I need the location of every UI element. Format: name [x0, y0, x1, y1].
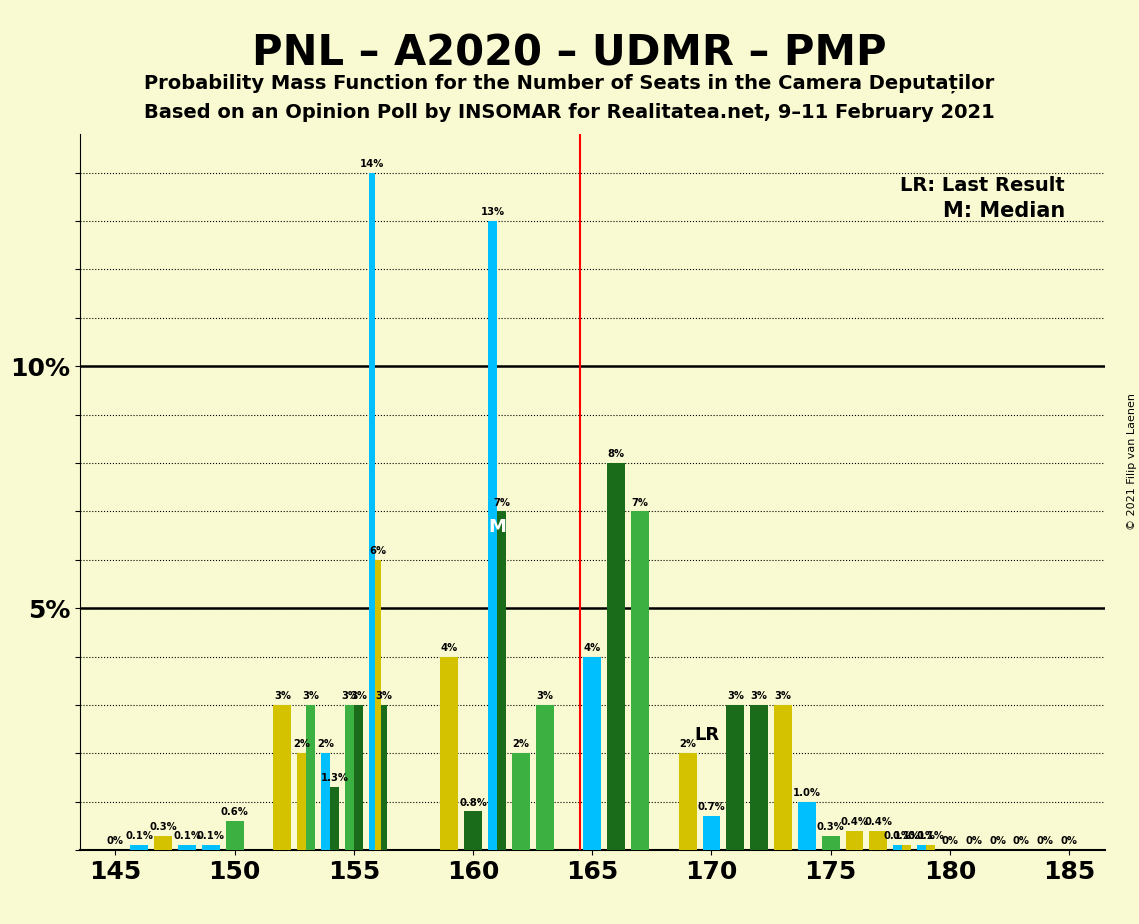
Text: 2%: 2%	[293, 739, 310, 749]
Bar	[306, 705, 316, 850]
Text: 6%: 6%	[369, 546, 386, 556]
Text: 0.7%: 0.7%	[697, 802, 726, 812]
Text: 8%: 8%	[607, 449, 624, 459]
Bar	[893, 845, 902, 850]
Text: 0.3%: 0.3%	[817, 821, 844, 832]
Bar	[631, 511, 649, 850]
Text: M: Median: M: Median	[943, 201, 1065, 222]
Bar	[130, 845, 148, 850]
Text: 2%: 2%	[513, 739, 530, 749]
Text: 0.1%: 0.1%	[197, 832, 224, 842]
Bar	[679, 753, 697, 850]
Bar	[607, 463, 625, 850]
Text: 3%: 3%	[273, 691, 290, 701]
Bar	[869, 831, 887, 850]
Bar	[297, 753, 306, 850]
Bar	[464, 811, 482, 850]
Bar	[775, 705, 792, 850]
Bar	[845, 831, 863, 850]
Text: 0.1%: 0.1%	[893, 832, 920, 842]
Text: 0%: 0%	[989, 836, 1006, 846]
Text: 3%: 3%	[341, 691, 358, 701]
Text: M: M	[487, 517, 506, 536]
Text: Probability Mass Function for the Number of Seats in the Camera Deputaților: Probability Mass Function for the Number…	[145, 74, 994, 93]
Text: 14%: 14%	[360, 159, 384, 169]
Bar	[441, 657, 458, 850]
Bar	[703, 816, 720, 850]
Text: 7%: 7%	[631, 497, 648, 507]
Bar	[535, 705, 554, 850]
Text: 0.1%: 0.1%	[917, 832, 944, 842]
Bar	[273, 705, 292, 850]
Bar	[751, 705, 768, 850]
Text: 13%: 13%	[481, 207, 505, 217]
Text: PNL – A2020 – UDMR – PMP: PNL – A2020 – UDMR – PMP	[252, 32, 887, 74]
Bar	[226, 821, 244, 850]
Text: 3%: 3%	[302, 691, 319, 701]
Bar	[375, 560, 380, 850]
Text: 0%: 0%	[1013, 836, 1030, 846]
Bar	[798, 802, 816, 850]
Text: 0.8%: 0.8%	[459, 797, 487, 808]
Text: 0.1%: 0.1%	[908, 832, 935, 842]
Bar	[727, 705, 744, 850]
Bar	[511, 753, 530, 850]
Bar	[369, 173, 375, 850]
Text: 1.3%: 1.3%	[320, 773, 349, 784]
Text: 0.4%: 0.4%	[865, 817, 892, 827]
Text: Based on an Opinion Poll by INSOMAR for Realitatea.net, 9–11 February 2021: Based on an Opinion Poll by INSOMAR for …	[145, 103, 994, 123]
Text: 0%: 0%	[965, 836, 982, 846]
Text: 2%: 2%	[679, 739, 696, 749]
Bar	[821, 835, 839, 850]
Bar	[926, 845, 935, 850]
Bar	[917, 845, 926, 850]
Text: 3%: 3%	[727, 691, 744, 701]
Bar	[202, 845, 220, 850]
Text: 4%: 4%	[441, 643, 458, 652]
Text: 0.1%: 0.1%	[884, 832, 911, 842]
Text: 3%: 3%	[751, 691, 768, 701]
Text: 2%: 2%	[317, 739, 334, 749]
Bar	[497, 511, 506, 850]
Bar	[321, 753, 330, 850]
Text: 0%: 0%	[941, 836, 958, 846]
Bar	[487, 221, 497, 850]
Text: 0.4%: 0.4%	[841, 817, 869, 827]
Text: © 2021 Filip van Laenen: © 2021 Filip van Laenen	[1126, 394, 1137, 530]
Text: 3%: 3%	[536, 691, 554, 701]
Bar	[178, 845, 196, 850]
Text: 0.1%: 0.1%	[173, 832, 200, 842]
Bar	[345, 705, 354, 850]
Bar	[330, 787, 339, 850]
Bar	[380, 705, 386, 850]
Text: 7%: 7%	[493, 497, 510, 507]
Text: 0%: 0%	[1036, 836, 1054, 846]
Text: 0.6%: 0.6%	[221, 808, 248, 817]
Text: 0%: 0%	[1060, 836, 1077, 846]
Text: 1.0%: 1.0%	[793, 788, 821, 797]
Text: 4%: 4%	[583, 643, 601, 652]
Text: 3%: 3%	[775, 691, 792, 701]
Text: LR: Last Result: LR: Last Result	[900, 176, 1065, 195]
Text: 0%: 0%	[107, 836, 124, 846]
Bar	[354, 705, 363, 850]
Text: 3%: 3%	[350, 691, 367, 701]
Text: 0.3%: 0.3%	[149, 821, 177, 832]
Text: 0.1%: 0.1%	[125, 832, 154, 842]
Text: 3%: 3%	[375, 691, 392, 701]
Text: LR: LR	[695, 725, 720, 744]
Bar	[902, 845, 911, 850]
Bar	[154, 835, 172, 850]
Bar	[583, 657, 601, 850]
